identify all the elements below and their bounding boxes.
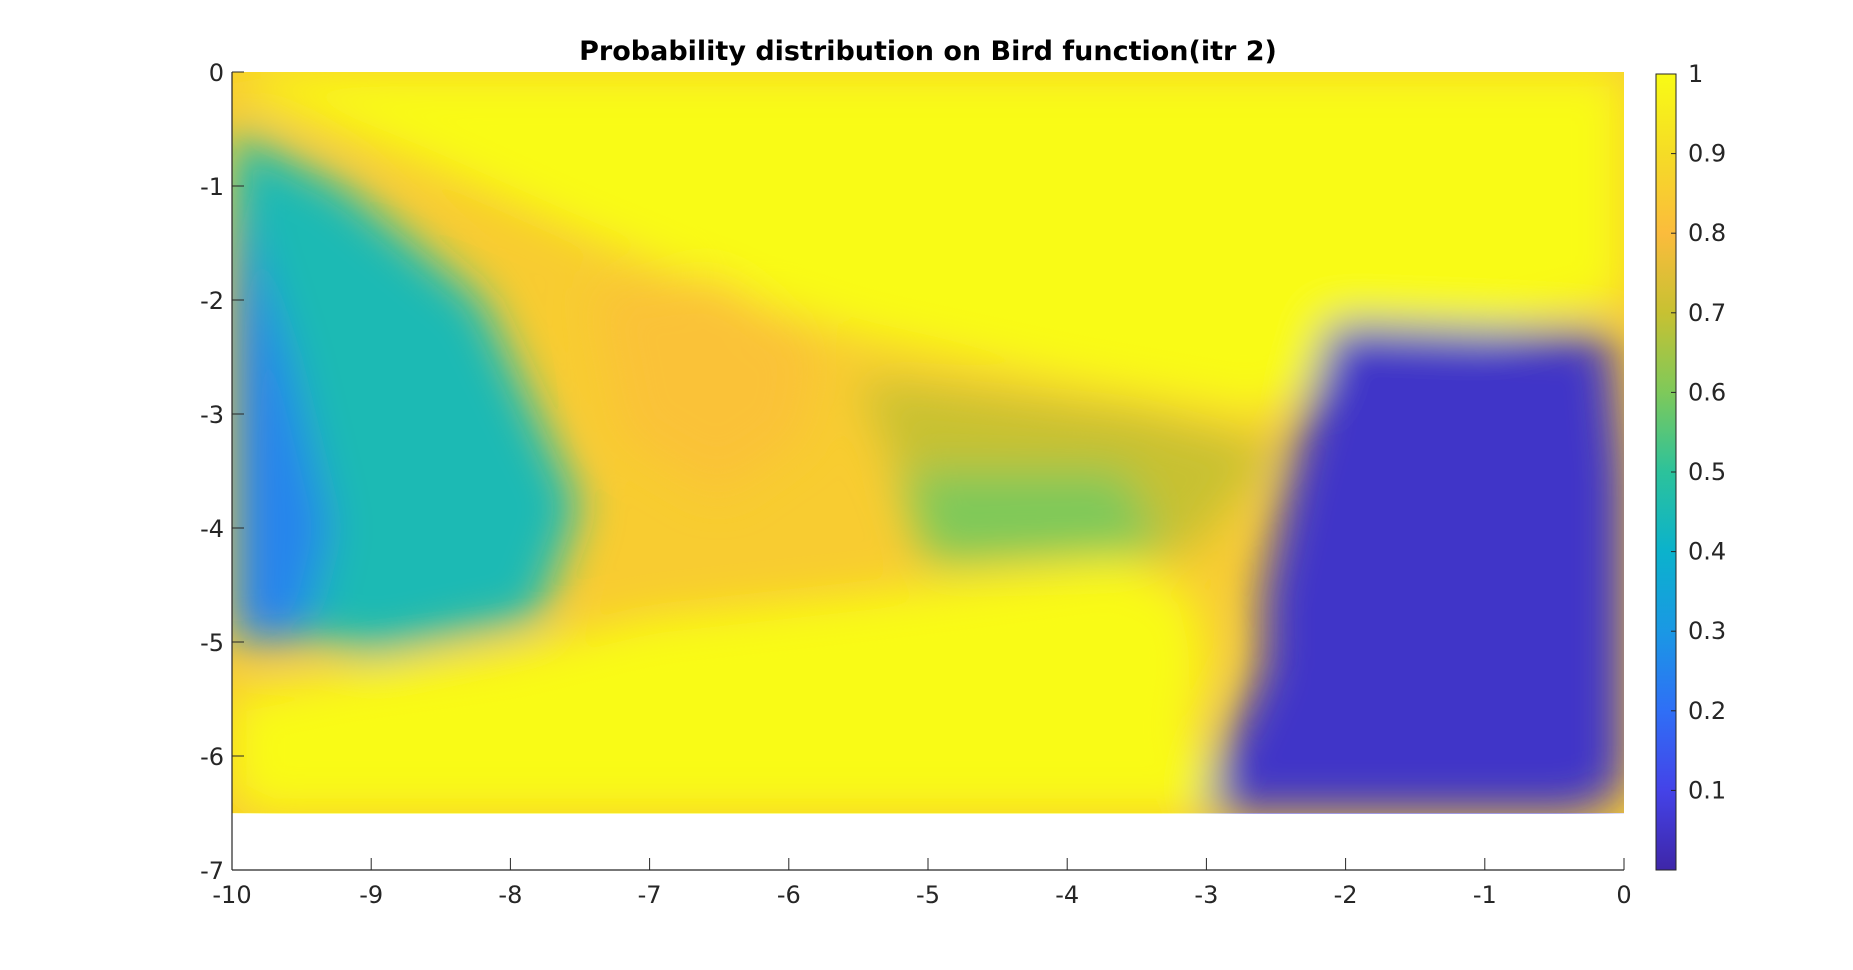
colorbar-tick-label: 1 xyxy=(1688,60,1703,88)
y-axis: 0 -1 -2 -3 -4 -5 -6 -7 xyxy=(200,59,244,885)
x-tick-label: -3 xyxy=(1194,881,1218,909)
heatmap-regions xyxy=(232,72,1624,813)
colorbar: 1 0.9 0.8 0.7 0.6 0.5 0.4 0.3 0.2 0.1 xyxy=(1655,60,1726,871)
colorbar-tick-label: 0.4 xyxy=(1688,538,1726,566)
y-tick-label: 0 xyxy=(209,59,224,87)
y-tick-label: -4 xyxy=(200,515,224,543)
colorbar-ticks: 1 0.9 0.8 0.7 0.6 0.5 0.4 0.3 0.2 0.1 xyxy=(1655,60,1726,871)
chart-title: Probability distribution on Bird functio… xyxy=(579,36,1277,67)
colorbar-tick-label: 0.3 xyxy=(1688,617,1726,645)
heatmap-surface xyxy=(232,72,1624,870)
x-tick-label: -8 xyxy=(498,881,522,909)
y-tick-label: -5 xyxy=(200,629,224,657)
x-tick-label: -4 xyxy=(1055,881,1079,909)
y-tick-label: -7 xyxy=(200,857,224,885)
colorbar-tick-label: 0.8 xyxy=(1688,219,1726,247)
x-tick-label: -5 xyxy=(916,881,940,909)
colorbar-gradient xyxy=(1656,74,1676,870)
x-tick-label: -2 xyxy=(1334,881,1358,909)
y-tick-label: -3 xyxy=(200,401,224,429)
x-tick-label: 0 xyxy=(1616,881,1631,909)
x-tick-label: -10 xyxy=(212,881,251,909)
plot-area: -10 -9 -8 -7 -6 -5 -4 -3 -2 -1 0 0-1-2-3-4-5-6-7 xyxy=(200,59,1632,909)
x-tick-label: -7 xyxy=(638,881,662,909)
colorbar-tick-label: 0.7 xyxy=(1688,299,1726,327)
y-tick-label: -6 xyxy=(200,743,224,771)
y-tick-label: -1 xyxy=(200,173,224,201)
x-tick-label: -9 xyxy=(359,881,383,909)
heatmap-region-mid-4 xyxy=(900,471,1165,563)
x-tick-label: -6 xyxy=(777,881,801,909)
heatmap-region-high-0 xyxy=(245,72,1624,414)
heatmap-region-high-1 xyxy=(232,562,1221,813)
y-tick-label: -2 xyxy=(200,287,224,315)
x-tick-label: -1 xyxy=(1473,881,1497,909)
colorbar-tick-label: 0.6 xyxy=(1688,378,1726,406)
heatmap-region-mid-2 xyxy=(593,277,817,494)
heatmap-region-low-6 xyxy=(232,186,330,642)
x-axis: -10 -9 -8 -7 -6 -5 -4 -3 -2 -1 0 xyxy=(212,858,1632,909)
colorbar-tick-label: 0.5 xyxy=(1688,458,1726,486)
colorbar-tick-label: 0.2 xyxy=(1688,697,1726,725)
colorbar-tick-label: 0.9 xyxy=(1688,140,1726,168)
heatmap-region-low-7 xyxy=(1206,322,1624,813)
colorbar-tick-label: 0.1 xyxy=(1688,776,1726,804)
